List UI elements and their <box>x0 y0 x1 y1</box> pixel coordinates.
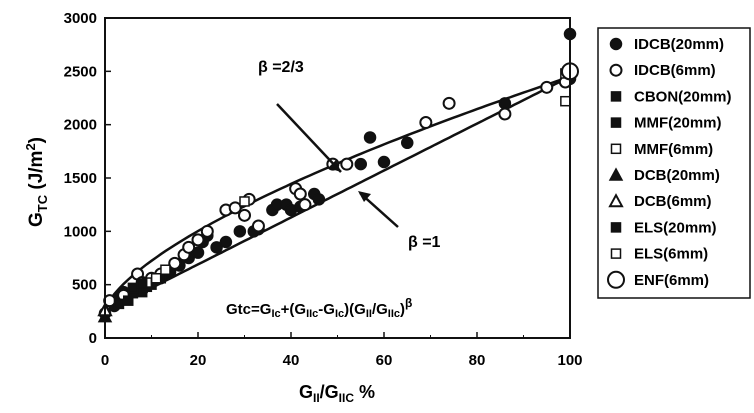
data-point-idcb-6mm <box>168 256 182 270</box>
data-point-els-20mm <box>127 282 139 294</box>
legend-marker <box>610 91 622 102</box>
x-tick-label: 100 <box>557 352 582 369</box>
legend-label: MMF(20mm) <box>634 115 722 132</box>
y-tick-label: 500 <box>72 277 97 294</box>
legend-label: CBON(20mm) <box>634 88 732 105</box>
data-points <box>97 27 579 323</box>
data-point-idcb-20mm <box>377 155 391 169</box>
x-axis-label: GII/GIIC % <box>299 382 375 405</box>
data-point-idcb-20mm <box>498 97 512 110</box>
data-point-idcb-6mm <box>298 198 312 212</box>
data-point-idcb-6mm <box>293 187 307 201</box>
legend: IDCB(20mm) IDCB(6mm) CBON(20mm) MMF(20mm) MM… <box>607 36 732 289</box>
data-point-idcb-6mm <box>191 233 205 247</box>
legend-marker <box>610 222 622 233</box>
legend-label: ELS(20mm) <box>634 219 717 236</box>
data-point-idcb-20mm <box>354 157 367 171</box>
legend-marker <box>609 37 623 51</box>
data-point-idcb-20mm <box>233 225 247 238</box>
arrowhead-beta-one <box>358 191 371 202</box>
data-point-idcb-6mm <box>228 201 242 215</box>
y-tick-label: 1000 <box>64 223 97 240</box>
legend-marker <box>610 117 622 128</box>
legend-marker <box>609 63 623 77</box>
x-tick-label: 0 <box>101 352 109 369</box>
legend-marker <box>608 193 624 208</box>
annotation-beta-one: β =1 <box>408 234 441 251</box>
x-tick-label: 60 <box>376 352 393 369</box>
y-tick-label: 2000 <box>64 117 97 134</box>
data-point-els-6mm <box>560 95 571 107</box>
data-point-idcb-6mm <box>200 224 214 238</box>
data-point-idcb-6mm <box>182 240 196 254</box>
arrowhead-beta-two-thirds <box>328 160 341 172</box>
legend-marker <box>607 270 625 289</box>
arrow-beta-two-thirds <box>276 103 342 173</box>
data-point-cbon-20mm <box>113 298 125 310</box>
annotation-beta-two-thirds: β =2/3 <box>258 59 304 76</box>
data-point-idcb-6mm <box>540 80 554 94</box>
x-tick-label: 40 <box>283 352 300 369</box>
data-point-idcb-20mm <box>210 241 223 254</box>
data-point-idcb-20mm <box>401 136 414 150</box>
legend-label: ELS(6mm) <box>634 246 708 263</box>
legend-label: IDCB(6mm) <box>634 62 716 79</box>
data-point-idcb-20mm <box>363 131 377 144</box>
data-point-idcb-20mm <box>191 246 205 259</box>
x-tick-label: 20 <box>190 352 207 369</box>
data-point-idcb-6mm <box>498 107 512 121</box>
data-point-mmf-6mm <box>239 196 250 207</box>
data-point-idcb-6mm <box>340 157 354 171</box>
y-tick-label: 0 <box>89 330 97 347</box>
legend-label: DCB(20mm) <box>634 167 720 184</box>
plot-frame <box>104 17 571 339</box>
y-tick-label: 3000 <box>64 10 97 27</box>
legend-label: ENF(6mm) <box>634 272 709 289</box>
x-tick-label: 80 <box>469 352 486 369</box>
data-point-idcb-6mm <box>238 208 251 222</box>
data-point-idcb-20mm <box>219 235 233 249</box>
data-point-idcb-6mm <box>251 219 265 233</box>
legend-box <box>597 27 751 299</box>
legend-marker <box>610 248 622 259</box>
legend-label: MMF(6mm) <box>634 141 713 158</box>
legend-label: DCB(6mm) <box>634 193 712 210</box>
data-point-idcb-20mm <box>312 193 326 206</box>
legend-marker <box>608 167 624 181</box>
curve-beta-one <box>104 75 571 313</box>
model-formula: Gtc=GIc+(GIIc-GIc)(GII/GIIc)β <box>226 296 412 320</box>
data-point-idcb-6mm <box>442 96 456 110</box>
y-axis-ticks: 0 500 1000 1500 2000 2500 3000 <box>64 10 111 347</box>
x-axis-ticks: 0 20 40 60 80 100 <box>101 332 583 369</box>
data-point-els-20mm <box>136 278 148 289</box>
data-point-mmf-6mm <box>150 273 162 284</box>
legend-label: IDCB(20mm) <box>634 36 724 53</box>
legend-marker <box>610 143 622 155</box>
y-tick-label: 2500 <box>64 63 97 80</box>
y-axis-label: GTC (J/m2) <box>23 137 50 227</box>
data-point-mmf-6mm <box>160 264 171 275</box>
data-point-idcb-6mm <box>419 116 433 130</box>
y-tick-label: 1500 <box>64 170 97 187</box>
